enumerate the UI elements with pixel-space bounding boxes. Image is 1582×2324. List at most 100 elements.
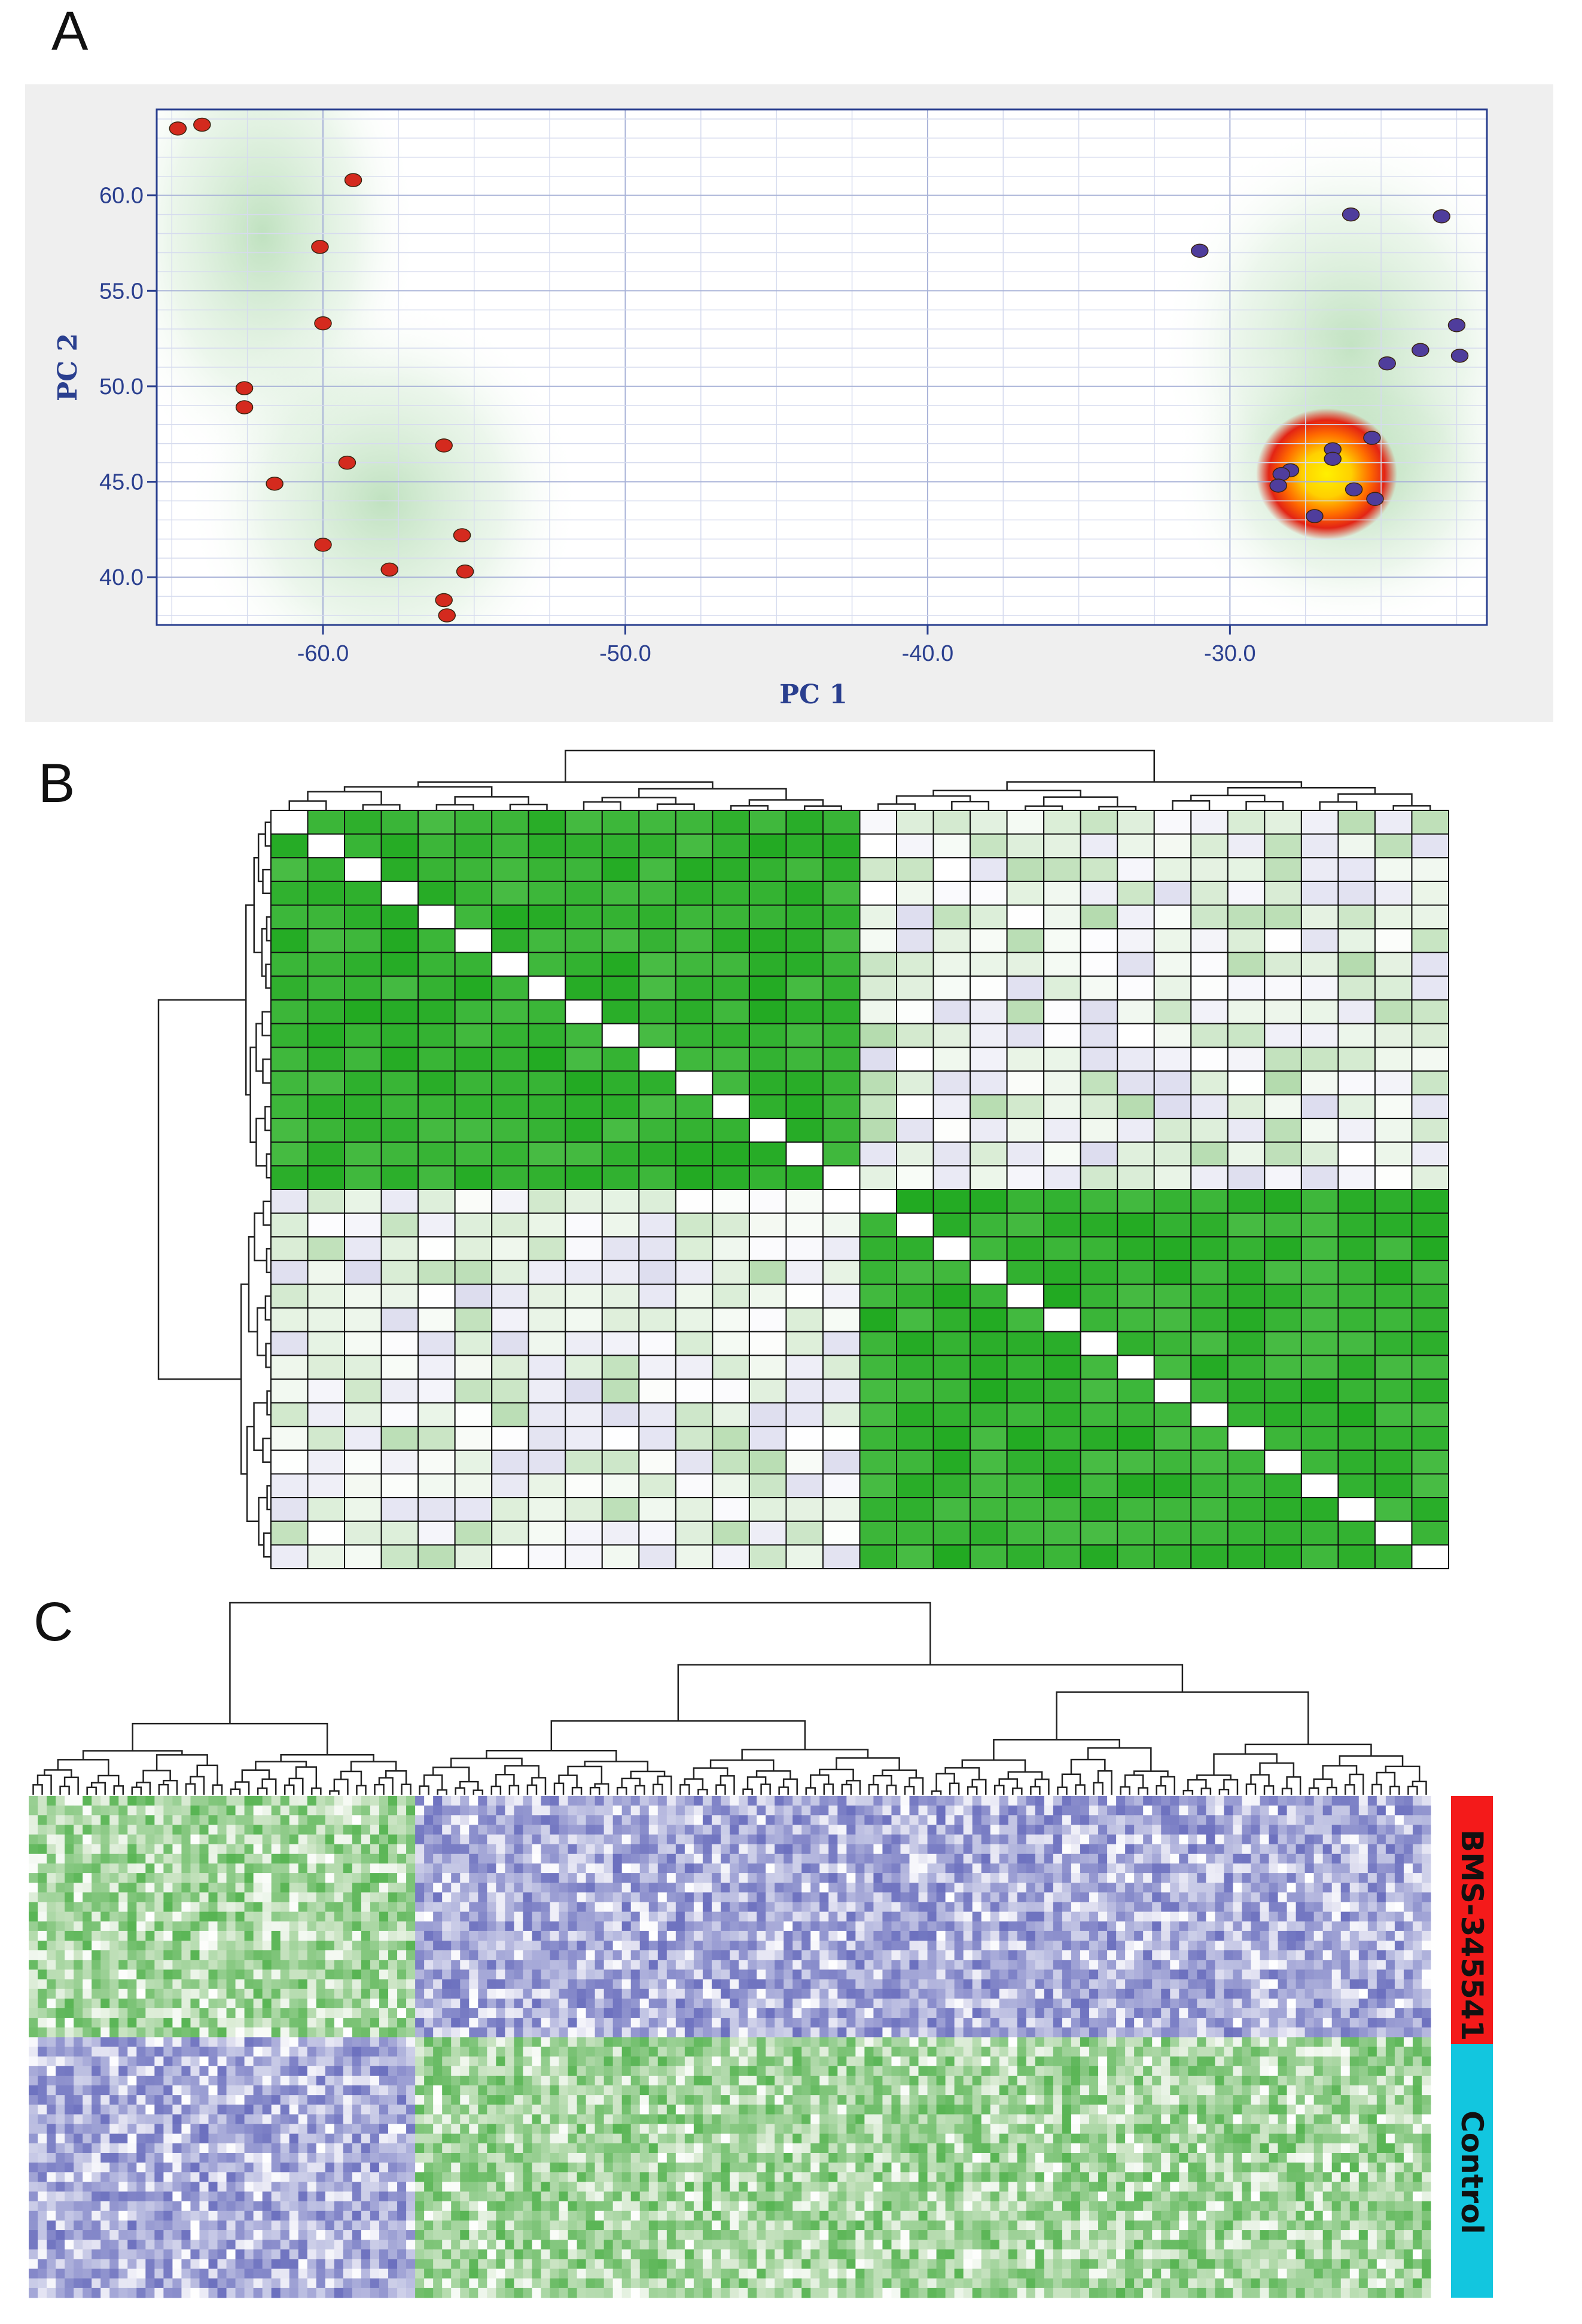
correlation-cell: [454, 1189, 493, 1214]
expression-cell: [334, 1911, 344, 1922]
expression-cell: [675, 1911, 685, 1922]
expression-cell: [720, 1805, 730, 1816]
expression-cell: [29, 1863, 38, 1874]
correlation-cell: [785, 857, 824, 882]
expression-cell: [496, 1853, 505, 1864]
expression-cell: [298, 1834, 308, 1845]
dendrogram-branch: [877, 803, 916, 810]
expression-cell: [505, 1844, 514, 1855]
correlation-cell: [1153, 1473, 1192, 1499]
expression-cell: [1367, 2008, 1377, 2018]
expression-cell: [784, 1815, 793, 1825]
correlation-cell: [1080, 1259, 1118, 1285]
expression-cell: [469, 2027, 478, 2038]
correlation-cell: [675, 951, 714, 977]
correlation-cell: [748, 1331, 787, 1356]
correlation-cell: [1117, 1402, 1155, 1428]
expression-cell: [1161, 1825, 1171, 1835]
expression-cell: [29, 1911, 38, 1922]
expression-cell: [864, 2018, 874, 2028]
expression-cell: [118, 1960, 128, 1970]
correlation-cell: [491, 1355, 529, 1380]
expression-cell: [1071, 1815, 1081, 1825]
expression-cell: [1062, 1805, 1072, 1816]
dendrogram-branch: [1172, 800, 1211, 810]
expression-cell: [424, 1834, 434, 1845]
correlation-cell: [1411, 1355, 1449, 1380]
expression-cell: [1242, 1930, 1251, 1941]
expression-cell: [1062, 1796, 1072, 1806]
correlation-cell: [454, 1426, 493, 1451]
expression-cell: [298, 1911, 308, 1922]
expression-cell: [1071, 1863, 1081, 1874]
expression-cell: [433, 1883, 443, 1893]
expression-cell: [648, 1815, 659, 1825]
expression-cell: [1152, 1883, 1162, 1893]
correlation-cell: [601, 1307, 640, 1332]
expression-cell: [523, 2008, 532, 2018]
expression-cell: [208, 1834, 218, 1845]
expression-cell: [1161, 1979, 1171, 1990]
expression-cell: [990, 1998, 1000, 2009]
expression-cell: [766, 1892, 775, 1902]
expression-cell: [235, 1892, 245, 1902]
expression-cell: [1089, 1892, 1099, 1902]
correlation-cell: [270, 951, 309, 977]
correlation-cell: [1227, 1141, 1266, 1167]
expression-cell: [748, 1921, 757, 1932]
expression-cell: [936, 2018, 946, 2028]
expression-cell: [307, 1796, 317, 1806]
correlation-cell: [822, 904, 861, 930]
expression-cell: [1269, 1941, 1279, 1951]
expression-cell: [954, 2018, 964, 2028]
expression-cell: [1161, 1911, 1171, 1922]
correlation-cell: [896, 1355, 934, 1380]
expression-cell: [343, 1844, 353, 1855]
expression-cell: [29, 1796, 38, 1806]
expression-cell: [630, 1941, 641, 1951]
expression-cell: [1017, 1930, 1027, 1941]
expression-cell: [451, 1921, 461, 1932]
expression-cell: [1233, 1979, 1242, 1990]
expression-cell: [792, 1941, 802, 1951]
expression-cell: [109, 1834, 119, 1845]
expression-cell: [909, 1873, 919, 1883]
expression-cell: [316, 1892, 326, 1902]
dendrogram-branch: [1245, 801, 1284, 810]
correlation-cell: [565, 1307, 603, 1332]
expression-cell: [244, 1988, 254, 1999]
expression-cell: [74, 1873, 83, 1883]
expression-cell: [262, 1825, 272, 1835]
expression-cell: [1233, 1825, 1242, 1835]
expression-cell: [1394, 1805, 1404, 1816]
expression-cell: [271, 1883, 281, 1893]
expression-cell: [397, 1805, 407, 1816]
expression-cell: [1098, 1930, 1108, 1941]
expression-cell: [1062, 1892, 1072, 1902]
correlation-cell: [896, 810, 934, 835]
expression-cell: [1296, 2018, 1306, 2028]
expression-cell: [1304, 1969, 1315, 1980]
expression-cell: [226, 1863, 236, 1874]
expression-cell: [118, 1805, 128, 1816]
expression-cell: [1233, 1988, 1242, 1999]
expression-cell: [1026, 1921, 1036, 1932]
expression-cell: [1287, 1921, 1297, 1932]
expression-cell: [361, 1873, 371, 1883]
expression-cell: [603, 1979, 614, 1990]
correlation-cell: [454, 1355, 493, 1380]
expression-cell: [406, 1796, 416, 1806]
expression-cell: [478, 1950, 487, 1960]
expression-cell: [730, 1805, 739, 1816]
expression-cell: [963, 1902, 973, 1913]
expression-cell: [406, 1960, 416, 1970]
expression-cell: [954, 1834, 964, 1845]
expression-cell: [657, 1834, 667, 1845]
expression-cell: [415, 1911, 425, 1922]
expression-cell: [406, 1902, 416, 1913]
correlation-cell: [380, 1118, 419, 1143]
expression-cell: [397, 1902, 407, 1913]
expression-cell: [1170, 1960, 1179, 1970]
expression-cell: [145, 1873, 155, 1883]
expression-cell: [235, 1844, 245, 1855]
